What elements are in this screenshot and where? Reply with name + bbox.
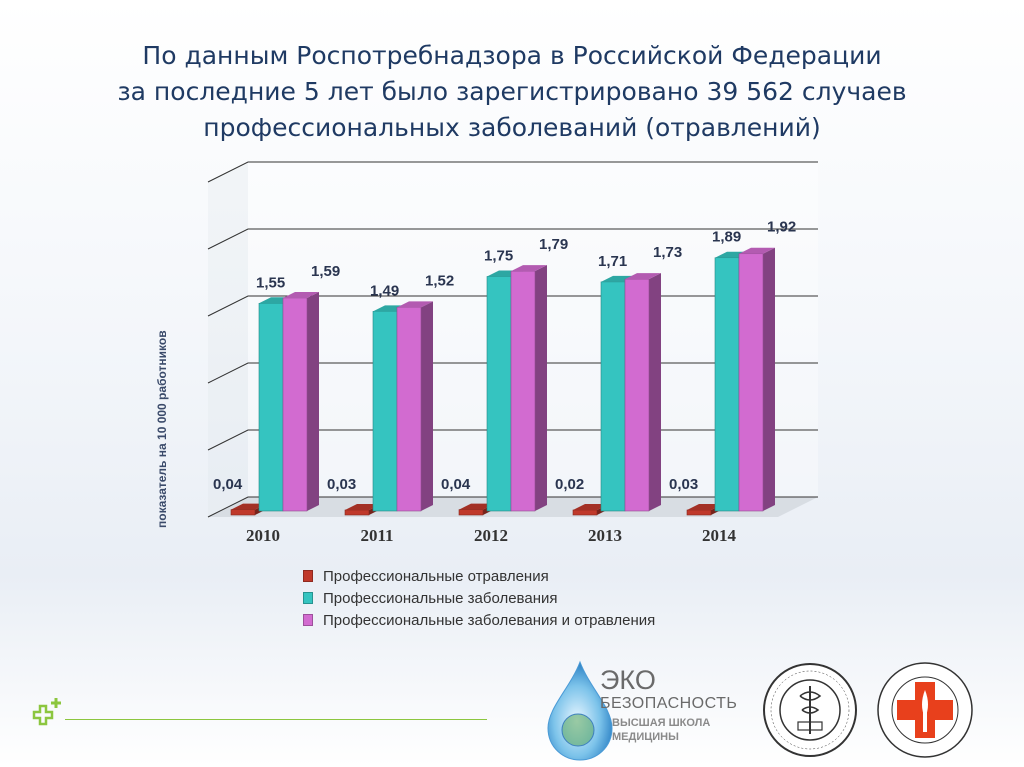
legend-item: Профессиональные заболевания: [303, 587, 655, 609]
left-wall: [208, 162, 248, 517]
legend-swatch: [303, 614, 313, 626]
bar-front: [344, 509, 370, 516]
bar-top: [573, 504, 609, 510]
legend-item: Профессиональные отравления: [303, 565, 655, 587]
data-label: 1,79: [539, 236, 568, 253]
legend-swatch: [303, 570, 313, 582]
bar-top: [459, 503, 495, 510]
page-title: По данным Роспотребнадзора в Российской …: [40, 38, 984, 146]
eko-subtitle: ВЫСШАЯ ШКОЛА МЕДИЦИНЫ: [612, 716, 710, 744]
chart-labels: 0,04 1,55 1,59 0,03 1,49 1,52 0,04 1,75 1,79 0,02…: [213, 219, 796, 493]
medical-association-seal-icon: [763, 663, 857, 757]
bar-series-2-2014: [738, 247, 775, 512]
data-label: 1,89: [712, 229, 741, 246]
category-label: 2012: [474, 526, 508, 545]
chart-bars: [230, 247, 775, 516]
legend-label: Профессиональные заболевания и отравлени…: [323, 611, 656, 629]
bar-front: [738, 253, 764, 512]
legend-label: Профессиональные заболевания: [323, 589, 558, 607]
gridline: [207, 161, 818, 183]
bar-series-2-2010: [282, 291, 319, 512]
footer-divider: [65, 719, 487, 720]
bar-side: [421, 301, 433, 511]
category-label: 2011: [360, 526, 393, 545]
bar-front: [714, 257, 740, 512]
private-clinics-association-seal-icon: [877, 662, 973, 758]
eko-line-1: ЭКО: [600, 665, 656, 695]
bar-front: [572, 509, 598, 516]
bar-front: [282, 297, 308, 512]
bar-front: [600, 281, 626, 512]
bar-side: [649, 273, 661, 511]
data-label: 1,55: [256, 274, 285, 291]
eko-logo-text: ЭКО БЕЗОПАСНОСТЬ: [600, 666, 737, 714]
bar-front: [230, 509, 256, 516]
data-label: 0,03: [669, 476, 698, 493]
title-line-1: По данным Роспотребнадзора в Российской …: [142, 41, 882, 70]
bar-top: [739, 247, 775, 254]
y-axis-label: показатель на 10 000 работников: [155, 330, 169, 528]
data-label: 0,04: [441, 476, 471, 493]
title-line-2: за последние 5 лет было зарегистрировано…: [117, 77, 907, 106]
data-label: 1,59: [311, 263, 340, 280]
bar-side: [535, 265, 547, 511]
chart-legend: Профессиональные отравления Профессиональ…: [303, 565, 655, 631]
data-label: 1,73: [653, 244, 682, 261]
water-drop-icon: [547, 660, 613, 761]
legend-label: Профессиональные отравления: [323, 567, 549, 585]
gridline: [207, 228, 818, 250]
eko-line-2: БЕЗОПАСНОСТЬ: [600, 695, 738, 712]
data-label: 1,49: [370, 282, 399, 299]
bar-front: [258, 302, 284, 512]
bar-top: [511, 265, 547, 272]
legend-item: Профессиональные заболевания и отравлени…: [303, 609, 655, 631]
category-label: 2013: [588, 526, 622, 545]
data-label: 0,03: [327, 476, 356, 493]
eko-line-3: ВЫСШАЯ ШКОЛА: [612, 717, 711, 729]
category-label: 2014: [702, 526, 737, 545]
bar-top: [397, 301, 433, 308]
bar-front: [686, 509, 712, 516]
bar-series-2-2012: [510, 265, 547, 512]
bar-top: [345, 504, 381, 510]
bar-side: [307, 291, 319, 511]
bar-top: [283, 291, 319, 298]
title-line-3: профессиональных заболеваний (отравлений…: [203, 113, 821, 142]
data-label: 0,02: [555, 476, 584, 493]
bar-front: [510, 270, 536, 512]
data-label: 1,75: [484, 248, 513, 265]
bar-front: [486, 276, 512, 512]
bar-top: [231, 503, 267, 510]
data-label: 1,52: [425, 272, 454, 289]
bar-side: [763, 247, 775, 511]
bar-top: [625, 273, 661, 280]
category-label: 2010: [246, 526, 280, 545]
chart-axis: 2010 2011 2012 2013 2014 показатель на 10 000…: [155, 330, 737, 545]
legend-swatch: [303, 592, 313, 604]
plus-icon: [32, 698, 61, 726]
data-label: 0,04: [213, 476, 243, 493]
bar-top: [687, 504, 723, 510]
bar-front: [458, 509, 484, 516]
bar-series-2-2011: [396, 301, 433, 512]
data-label: 1,71: [598, 253, 627, 270]
eko-line-4: МЕДИЦИНЫ: [612, 731, 679, 743]
data-label: 1,92: [767, 219, 796, 236]
bar-series-2-2013: [624, 273, 661, 512]
bar-front: [624, 278, 650, 512]
bar-front: [372, 311, 398, 512]
bar-front: [396, 307, 422, 512]
